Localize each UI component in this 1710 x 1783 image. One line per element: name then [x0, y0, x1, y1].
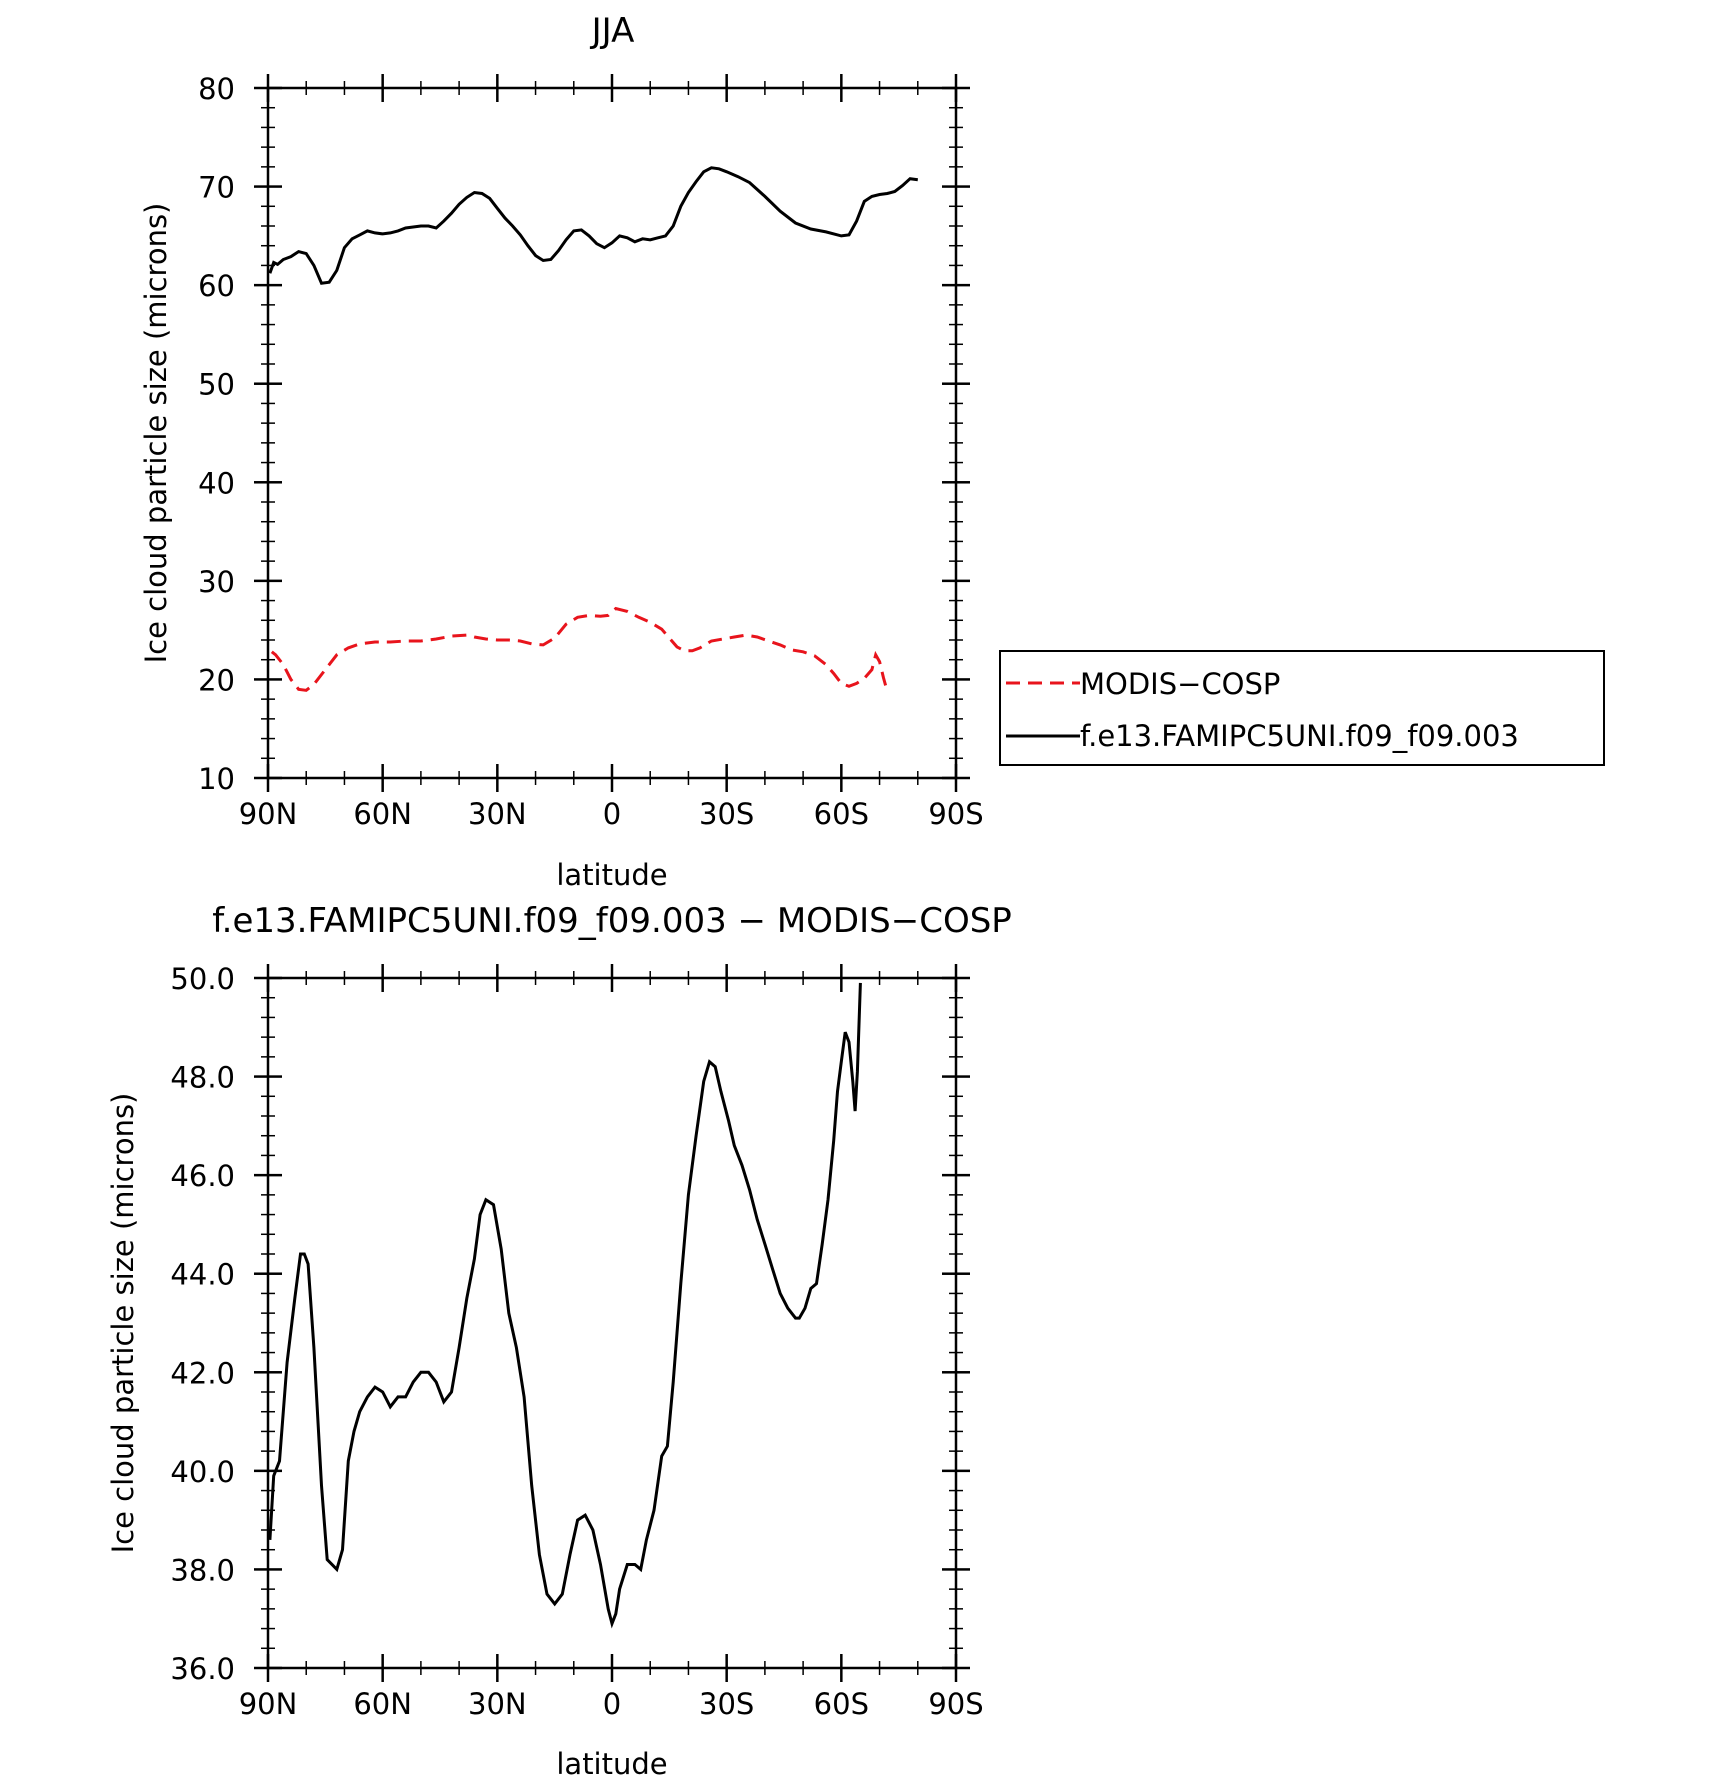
top-plot-x-tick-label: 30N [468, 797, 527, 831]
bottom-plot-x-tick-label: 60S [814, 1687, 869, 1721]
bottom-plot-y-tick-label: 46.0 [170, 1159, 235, 1193]
bottom-plot-x-axis-title: latitude [556, 1747, 667, 1781]
top-plot-x-axis-title: latitude [556, 858, 667, 892]
series-line-difference [268, 982, 862, 1629]
top-plot-y-tick-label: 40 [198, 466, 235, 500]
bottom-plot-x-tick-label: 0 [603, 1687, 621, 1721]
top-plot-y-tick-label: 80 [198, 72, 235, 106]
series-line-modis-cosp [270, 606, 889, 692]
top-plot: JJA 90N 60N 30N 0 30S 60S 90S1020304050607080 … [139, 11, 1605, 892]
bottom-plot-y-tick-label: 36.0 [170, 1652, 235, 1686]
bottom-plot-title: f.e13.FAMIPC5UNI.f09_f09.003 − MODIS−COS… [212, 901, 1012, 941]
bottom-plot: f.e13.FAMIPC5UNI.f09_f09.003 − MODIS−COS… [106, 901, 1012, 1781]
top-plot-x-tick-label: 60S [814, 797, 869, 831]
bottom-plot-y-tick-label: 38.0 [170, 1553, 235, 1587]
bottom-plot-y-tick-label: 48.0 [170, 1061, 235, 1095]
top-plot-frame [266, 86, 958, 780]
bottom-plot-x-tick-label: 30S [699, 1687, 754, 1721]
top-plot-y-axis-title: Ice cloud particle size (microns) [139, 203, 173, 664]
top-plot-x-tick-label: 0 [603, 797, 621, 831]
top-plot-y-tick-label: 60 [198, 269, 235, 303]
top-plot-y-tick-label: 20 [198, 663, 235, 697]
top-plot-title: JJA [590, 11, 635, 51]
bottom-plot-x-tick-label: 90S [928, 1687, 983, 1721]
top-plot-y-tick-label: 70 [198, 171, 235, 205]
top-plot-x-tick-label: 90S [928, 797, 983, 831]
bottom-plot-frame [266, 976, 958, 1670]
bottom-plot-y-tick-label: 50.0 [170, 962, 235, 996]
bottom-plot-y-axis-title: Ice cloud particle size (microns) [106, 1093, 140, 1554]
bottom-plot-x-tick-label: 60N [353, 1687, 412, 1721]
legend-box [999, 650, 1605, 766]
top-plot-y-tick-label: 10 [198, 762, 235, 796]
bottom-plot-x-tick-label: 30N [468, 1687, 527, 1721]
legend: MODIS−COSP f.e13.FAMIPC5UNI.f09_f09.003 [999, 650, 1605, 766]
series-line-model [268, 166, 918, 285]
bottom-plot-y-tick-label: 44.0 [170, 1258, 235, 1292]
top-plot-x-tick-label: 30S [699, 797, 754, 831]
top-plot-y-tick-label: 30 [198, 565, 235, 599]
legend-label-modis-cosp: MODIS−COSP [1080, 667, 1280, 701]
top-plot-x-tick-label: 60N [353, 797, 412, 831]
bottom-plot-y-tick-label: 42.0 [170, 1356, 235, 1390]
top-plot-y-tick-label: 50 [198, 368, 235, 402]
top-plot-x-tick-label: 90N [239, 797, 298, 831]
bottom-plot-y-tick-label: 40.0 [170, 1455, 235, 1489]
bottom-plot-x-tick-label: 90N [239, 1687, 298, 1721]
legend-label-model: f.e13.FAMIPC5UNI.f09_f09.003 [1080, 719, 1519, 753]
